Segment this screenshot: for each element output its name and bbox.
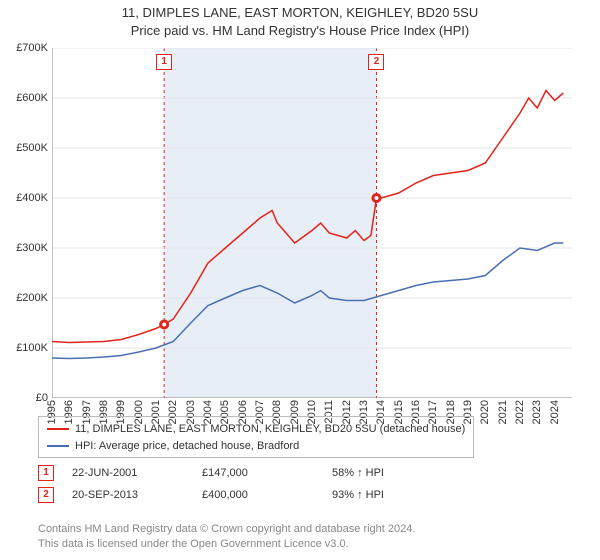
legend: 11, DIMPLES LANE, EAST MORTON, KEIGHLEY,… [38,416,474,458]
title-line-1: 11, DIMPLES LANE, EAST MORTON, KEIGHLEY,… [0,4,600,22]
chart-container: { "title_line1": "11, DIMPLES LANE, EAST… [0,0,600,560]
legend-swatch [47,428,69,430]
title-line-2: Price paid vs. HM Land Registry's House … [0,22,600,40]
chart-plot-area: £0£100K£200K£300K£400K£500K£600K£700K199… [52,48,572,398]
footer-line-1: Contains HM Land Registry data © Crown c… [38,522,415,537]
x-tick-label: 2023 [531,400,543,424]
event-date: 22-JUN-2001 [72,467,202,479]
event-marker: 1 [156,54,172,70]
event-pct-vs-hpi: 93% ↑ HPI [332,489,384,501]
event-price: £400,000 [202,489,332,501]
x-tick-label: 2022 [514,400,526,424]
event-row: 2 20-SEP-2013£400,00093% ↑ HPI [38,484,384,506]
event-pct-vs-hpi: 58% ↑ HPI [332,467,384,479]
footer-attribution: Contains HM Land Registry data © Crown c… [38,522,415,552]
event-number-box: 1 [38,465,54,481]
chart-title: 11, DIMPLES LANE, EAST MORTON, KEIGHLEY,… [0,0,600,39]
event-row: 1 22-JUN-2001£147,00058% ↑ HPI [38,462,384,484]
y-tick-label: £300K [16,242,48,254]
y-tick-label: £500K [16,142,48,154]
event-number-box: 2 [38,487,54,503]
footer-line-2: This data is licensed under the Open Gov… [38,537,415,552]
x-tick-label: 2020 [479,400,491,424]
legend-label: HPI: Average price, detached house, Brad… [75,438,299,455]
legend-row: 11, DIMPLES LANE, EAST MORTON, KEIGHLEY,… [47,421,465,438]
legend-swatch [47,445,69,447]
x-tick-label: 2024 [549,400,561,424]
y-tick-label: £100K [16,342,48,354]
x-tick-label: 2021 [497,400,509,424]
event-list: 1 22-JUN-2001£147,00058% ↑ HPI 2 20-SEP-201… [38,462,384,506]
event-marker: 2 [368,54,384,70]
y-tick-label: £600K [16,92,48,104]
y-tick-label: £700K [16,42,48,54]
legend-label: 11, DIMPLES LANE, EAST MORTON, KEIGHLEY,… [75,421,465,438]
event-date: 20-SEP-2013 [72,489,202,501]
legend-row: HPI: Average price, detached house, Brad… [47,438,465,455]
y-tick-label: £200K [16,292,48,304]
event-price: £147,000 [202,467,332,479]
y-tick-label: £400K [16,192,48,204]
